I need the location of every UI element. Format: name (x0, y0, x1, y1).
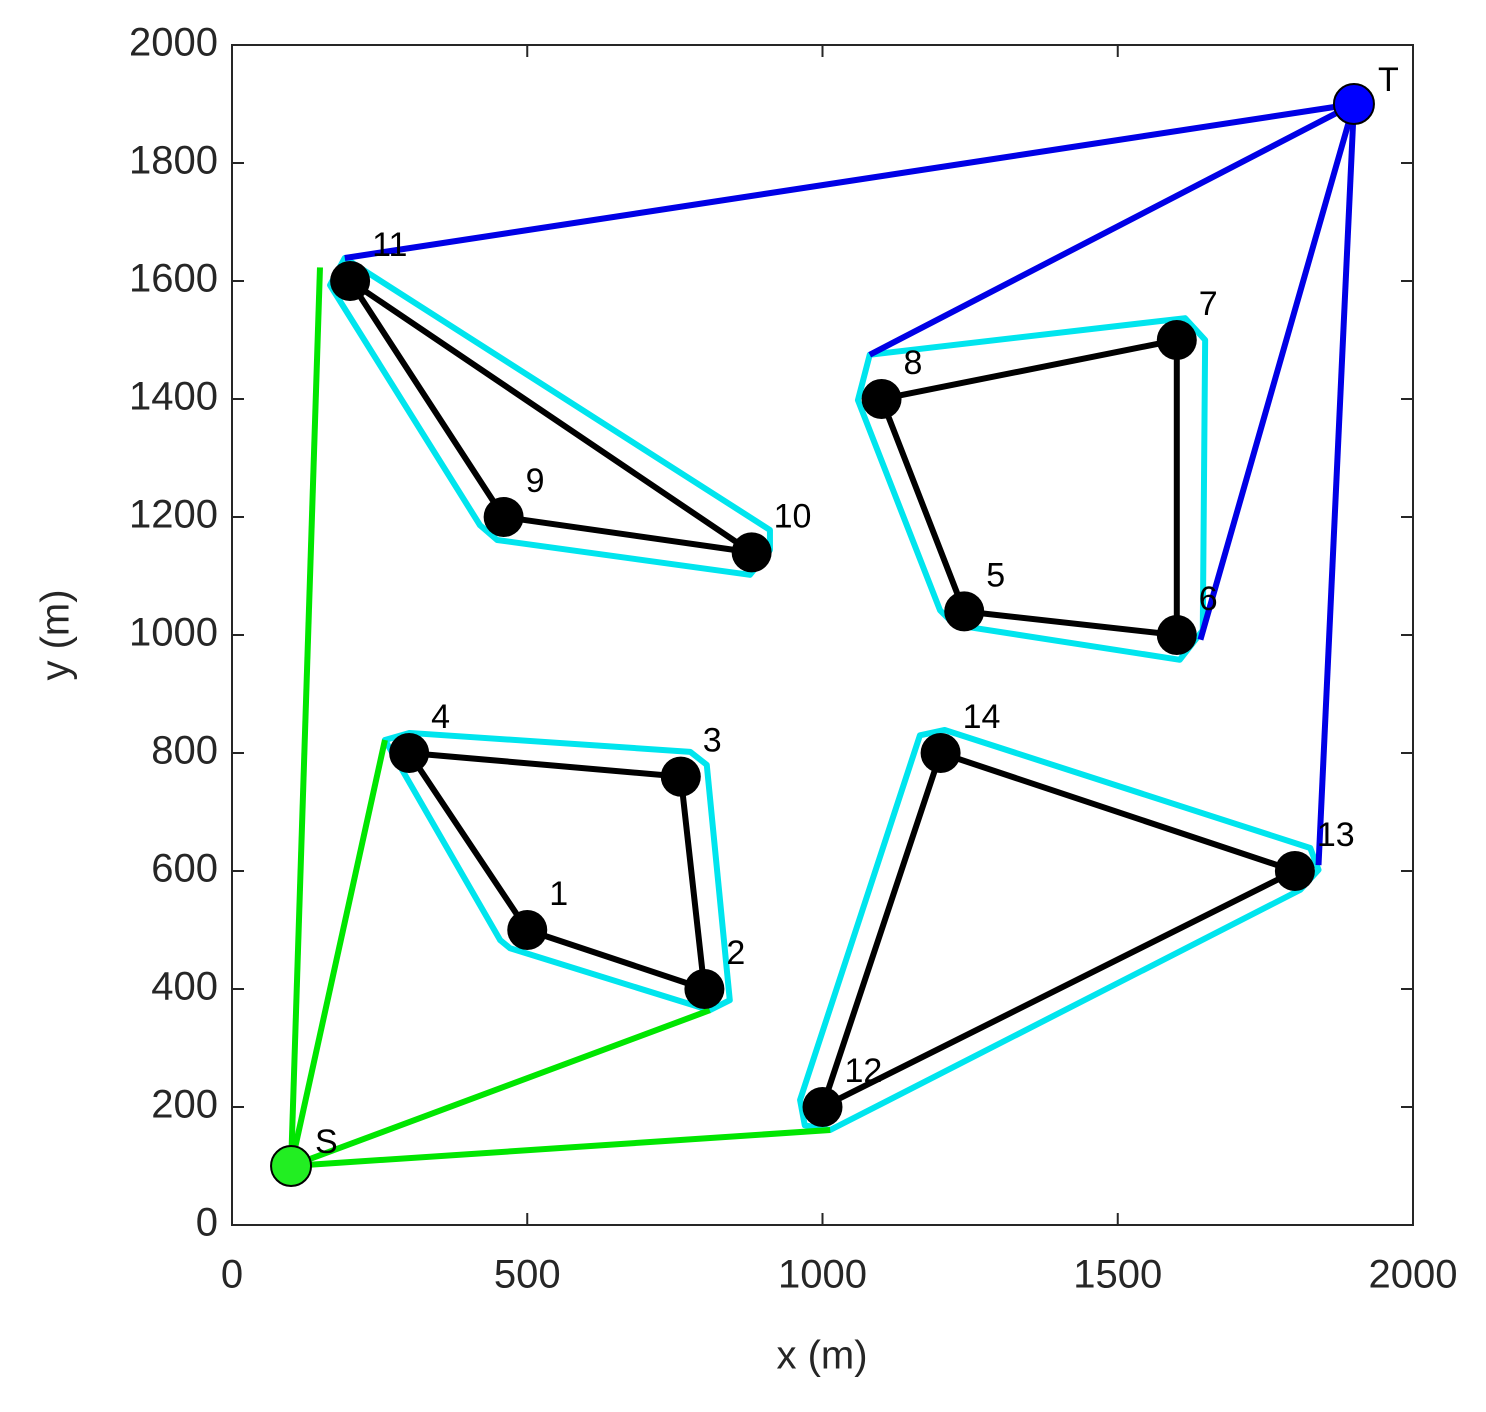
y-tick-label: 200 (151, 1083, 218, 1127)
path-line (854, 315, 1209, 663)
path-line (290, 1007, 711, 1169)
node-label: 11 (372, 226, 407, 264)
y-tick-label: 400 (151, 965, 218, 1009)
path-line (347, 278, 755, 556)
x-tick-label: 500 (494, 1253, 561, 1297)
node-label: 4 (431, 698, 450, 736)
node-label: 13 (1317, 816, 1355, 854)
node (660, 756, 701, 797)
terminal (270, 1145, 313, 1187)
path-line (406, 750, 708, 992)
node (1156, 320, 1197, 360)
node (483, 497, 524, 537)
node-label: 5 (986, 556, 1005, 594)
path-line (344, 101, 1355, 261)
x-tick-label: 2000 (1369, 1253, 1458, 1297)
terminal-label: S (315, 1123, 338, 1161)
path-line (1315, 103, 1357, 866)
x-tick-label: 1500 (1073, 1253, 1162, 1297)
path-line (290, 1127, 831, 1169)
y-tick-label: 800 (151, 729, 218, 773)
x-tick-label: 1000 (778, 1253, 867, 1297)
y-tick-label: 1400 (129, 375, 218, 419)
node-label: 8 (904, 344, 923, 382)
path-line (381, 729, 733, 1014)
node-label: 1 (549, 875, 568, 913)
path-line (819, 750, 1298, 1110)
y-tick-label: 1000 (129, 611, 218, 655)
path-line (288, 739, 388, 1167)
y-tick-label: 2000 (129, 21, 218, 65)
node-label: 3 (703, 722, 722, 760)
y-tick-label: 600 (151, 847, 218, 891)
node-label: 12 (845, 1052, 883, 1090)
node (1156, 615, 1197, 655)
path-line (327, 254, 773, 578)
path-line (868, 101, 1356, 358)
y-tick-label: 1600 (129, 257, 218, 301)
node (920, 733, 961, 773)
y-axis-label: y (m) (34, 589, 78, 680)
node (507, 910, 548, 950)
node (330, 261, 371, 301)
node-label: 10 (774, 497, 812, 535)
y-tick-label: 1200 (129, 493, 218, 537)
node-label: 2 (726, 934, 745, 972)
node (944, 591, 985, 632)
node-label: 9 (526, 462, 545, 500)
plot-frame (231, 44, 1414, 1226)
x-tick-label: 0 (221, 1253, 243, 1297)
node (731, 532, 772, 573)
y-tick-label: 0 (196, 1201, 218, 1245)
path-line (1197, 103, 1357, 641)
node-label: 7 (1199, 285, 1218, 323)
path-line (288, 267, 323, 1167)
terminal-label: T (1378, 61, 1399, 99)
node-label: 14 (963, 698, 1001, 736)
y-tick-label: 1800 (129, 139, 218, 183)
node (684, 969, 725, 1009)
node-label: 6 (1199, 580, 1218, 618)
terminal (1332, 83, 1375, 125)
x-axis-label: x (m) (776, 1334, 867, 1378)
node (802, 1087, 843, 1127)
node (389, 733, 430, 773)
path-line (878, 337, 1180, 638)
node (1274, 851, 1315, 891)
node (861, 379, 902, 419)
